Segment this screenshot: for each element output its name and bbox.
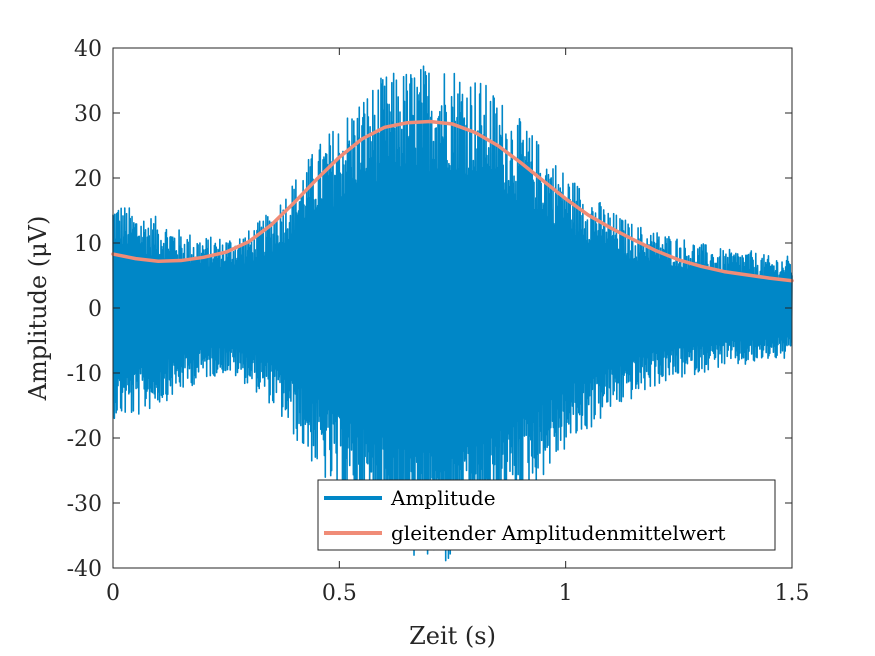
x-axis-label: Zeit (s) [409, 622, 496, 650]
y-tick-label: 20 [74, 167, 102, 192]
y-tick-label: 10 [74, 232, 102, 257]
series-amplitude-line [112, 65, 793, 562]
x-tick-label: 1 [559, 581, 573, 606]
y-tick-label: 0 [88, 297, 102, 322]
y-tick-label: 40 [74, 37, 102, 62]
x-tick-label: 0 [106, 581, 120, 606]
y-tick-label: -10 [67, 362, 102, 387]
axis-ticks: 0 0.5 1 1.5 -40 -30 -20 -10 0 10 20 30 40 [67, 37, 810, 606]
x-tick-label: 1.5 [775, 581, 810, 606]
y-tick-label: 30 [74, 102, 102, 127]
y-tick-label: -20 [67, 427, 102, 452]
legend-label-moving-average: gleitender Amplitudenmittelwert [391, 521, 725, 545]
legend-label-amplitude: Amplitude [390, 486, 496, 510]
legend-box [317, 479, 776, 551]
x-tick-label: 0.5 [322, 581, 357, 606]
series-moving-average-line [111, 119, 794, 283]
y-axis-label: Amplitude (μV) [24, 216, 52, 402]
legend: Amplitude gleitender Amplitudenmittelwer… [317, 479, 776, 551]
plot-area [111, 65, 794, 562]
y-tick-label: -40 [67, 557, 102, 582]
y-tick-label: -30 [67, 492, 102, 517]
